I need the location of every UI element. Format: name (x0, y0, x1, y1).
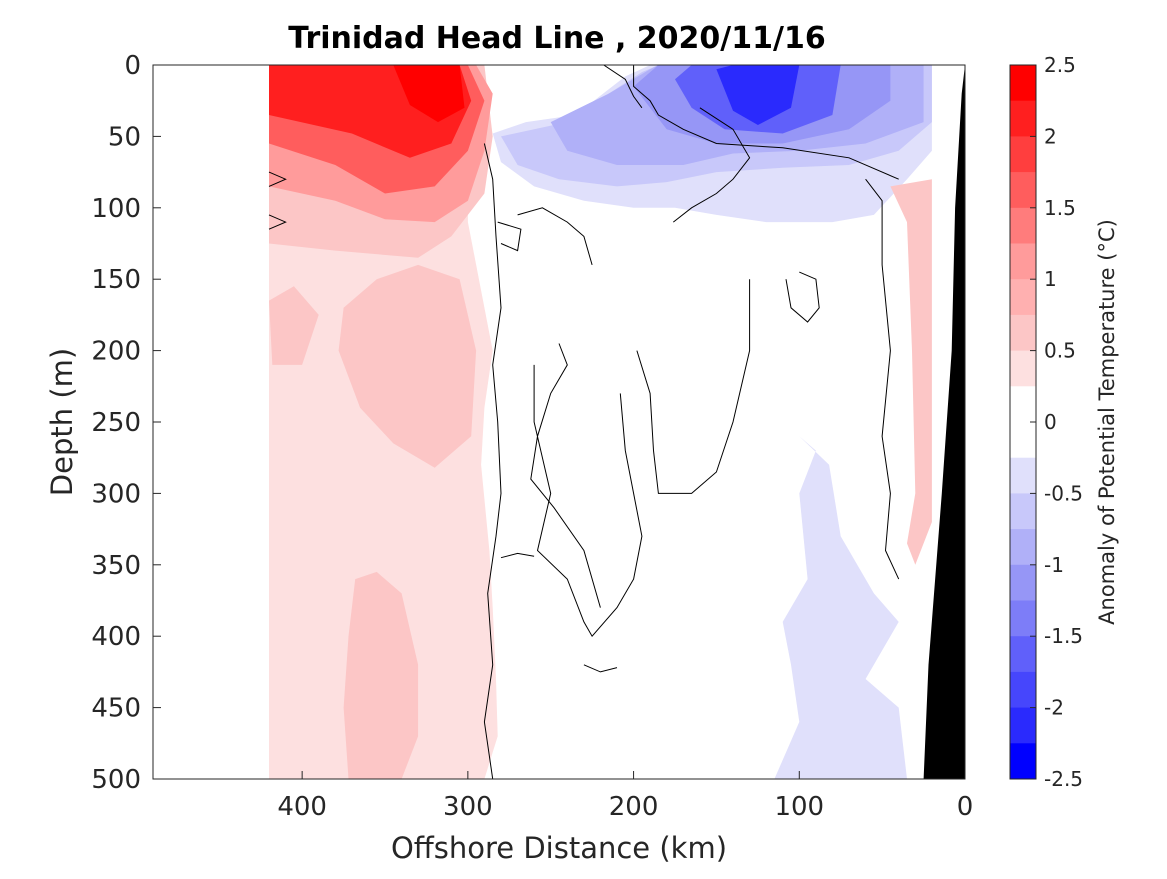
zero-contour-11 (865, 178, 900, 580)
y-tick-label-250: 250 (91, 408, 141, 438)
colorbar-swatch-12 (1010, 493, 1036, 530)
colorbar-tick-label--2: -2 (1044, 696, 1064, 720)
zero-contour-1 (268, 171, 287, 187)
x-tick-label-400: 400 (277, 792, 327, 822)
y-tick-label-100: 100 (91, 194, 141, 224)
region-warm-core-mid (338, 264, 477, 468)
zero-contour-14 (497, 221, 522, 252)
colorbar-ticks: 2.5 2 1.5 1 0.5 0 -0.5 -1 -1.5 -2 -2.5 (1030, 53, 1083, 791)
colorbar-tick-label--1: -1 (1044, 553, 1064, 577)
y-axis-ticks: 0 50 100 150 200 250 300 350 400 450 500 (91, 51, 161, 795)
colorbar-swatch-3 (1010, 172, 1036, 209)
region-warm-column-deep (343, 571, 419, 779)
colorbar-swatch-11 (1010, 457, 1036, 494)
chart-title: Trinidad Head Line , 2020/11/16 (288, 21, 825, 56)
bathymetry-layer (923, 65, 965, 779)
zero-contour-3 (603, 65, 643, 109)
colorbar-tick-label-1.5: 1.5 (1044, 196, 1076, 220)
anomaly-regions (269, 65, 932, 779)
y-tick-label-200: 200 (91, 337, 141, 367)
colorbar-swatch-17 (1010, 671, 1036, 709)
zero-contour-13 (583, 664, 618, 673)
zero-contour-8 (672, 107, 751, 223)
colorbar-swatch-0 (1010, 65, 1036, 102)
zero-contour-12 (500, 552, 535, 559)
colorbar-label: Anomaly of Potential Temperature (°C) (1095, 219, 1119, 625)
colorbar-tick-label--2.5: -2.5 (1044, 767, 1083, 791)
zero-contour-2 (633, 65, 899, 180)
y-tick-label-150: 150 (91, 265, 141, 295)
colorbar-swatch-8 (1010, 350, 1036, 387)
region-warm-coast (890, 179, 932, 565)
colorbar-swatch-5 (1010, 243, 1036, 280)
x-axis-label: Offshore Distance (km) (391, 831, 727, 865)
colorbar-swatch-2 (1010, 136, 1036, 173)
y-tick-label-450: 450 (91, 694, 141, 724)
colorbar-swatch-15 (1010, 600, 1036, 637)
y-tick-label-300: 300 (91, 479, 141, 509)
colorbar-swatch-4 (1010, 207, 1036, 244)
colorbar-swatch-1 (1010, 100, 1036, 137)
colorbar-tick-label-1: 1 (1044, 267, 1057, 291)
x-tick-label-200: 200 (609, 792, 659, 822)
zero-contour-5 (533, 364, 643, 638)
colorbar-tick-label-2: 2 (1044, 124, 1057, 148)
region-warm-patch-west (269, 286, 319, 365)
zero-contour-7 (636, 279, 751, 494)
colorbar-swatch-13 (1010, 529, 1036, 566)
colorbar (1009, 64, 1037, 780)
colorbar-swatch-6 (1010, 279, 1036, 316)
colorbar-swatch-14 (1010, 564, 1036, 601)
zero-contour-4 (483, 143, 502, 779)
seafloor-bathymetry (923, 65, 965, 779)
colorbar-swatch-19 (1010, 743, 1036, 780)
zero-contour-9 (517, 207, 593, 266)
region-cool-deep (774, 436, 907, 779)
x-tick-label-0: 0 (957, 792, 974, 822)
colorbar-tick-label-0: 0 (1044, 410, 1057, 434)
colorbar-tick-label--0.5: -0.5 (1044, 481, 1083, 505)
y-tick-label-500: 500 (91, 765, 141, 795)
y-tick-label-0: 0 (124, 51, 141, 81)
colorbar-swatch-18 (1010, 707, 1036, 744)
colorbar-swatch-7 (1010, 314, 1036, 352)
colorbar-tick-label-2.5: 2.5 (1044, 53, 1076, 77)
colorbar-tick-label--1.5: -1.5 (1044, 624, 1083, 648)
zero-contours (268, 65, 900, 779)
y-tick-label-350: 350 (91, 551, 141, 581)
zero-contour-0 (268, 214, 287, 230)
zero-contour-6 (530, 343, 601, 608)
y-tick-label-400: 400 (91, 622, 141, 652)
x-tick-label-100: 100 (774, 792, 824, 822)
x-axis-ticks: 400 300 200 100 0 (277, 771, 973, 822)
plot-area (152, 64, 966, 780)
colorbar-swatch-16 (1010, 636, 1036, 673)
y-tick-label-50: 50 (108, 122, 141, 152)
colorbar-swatch-9 (1010, 386, 1036, 423)
y-axis-label: Depth (m) (45, 348, 79, 496)
region-warm-2.5-core (393, 65, 465, 123)
x-tick-label-300: 300 (443, 792, 493, 822)
colorbar-tick-label-0.5: 0.5 (1044, 339, 1076, 363)
colorbar-swatch-10 (1010, 422, 1036, 459)
zero-contour-10 (785, 271, 820, 323)
region-cool-2.0 (716, 65, 800, 125)
